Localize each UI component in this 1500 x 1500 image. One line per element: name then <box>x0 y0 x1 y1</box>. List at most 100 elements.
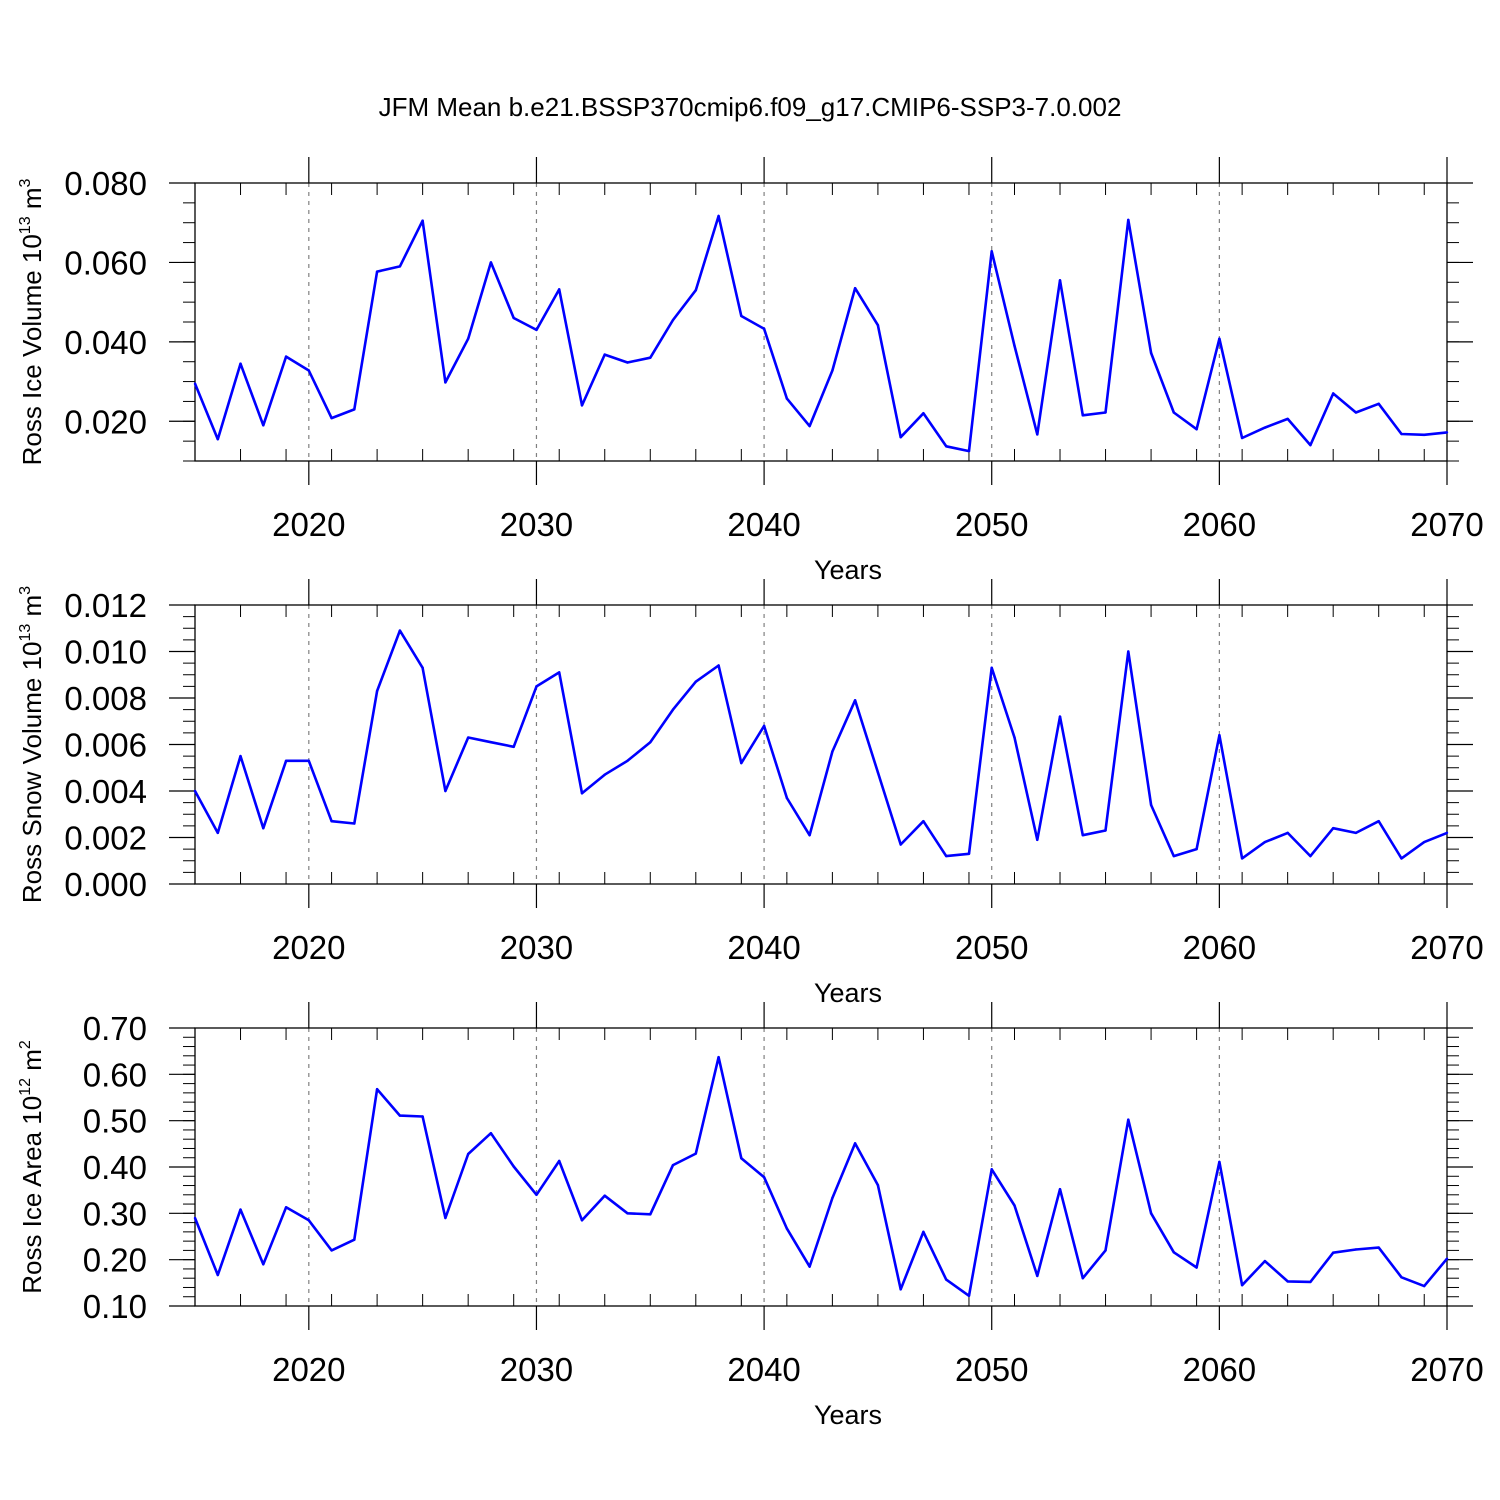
data-point <box>489 740 493 744</box>
data-point <box>1058 279 1062 282</box>
data-point <box>262 1263 265 1266</box>
data-point <box>353 822 356 825</box>
data-point <box>1331 392 1335 395</box>
data-point <box>1149 1212 1153 1215</box>
data-point <box>808 833 811 837</box>
data-point <box>330 820 333 823</box>
x-tick-label: 2030 <box>500 506 573 543</box>
data-point <box>831 1196 834 1200</box>
y-tick-label: 0.012 <box>64 587 147 624</box>
panel-ice-volume: 2020 2030 2040 2050 2060 2070 Years 0.020 0.040 0… <box>17 157 1484 585</box>
data-point <box>740 1156 743 1160</box>
data-point <box>489 1131 493 1135</box>
y-tick-label: 0.70 <box>83 1010 147 1047</box>
data-point <box>1286 831 1289 835</box>
data-point <box>1400 857 1403 860</box>
data-point <box>694 680 697 683</box>
data-point <box>990 666 993 669</box>
data-point <box>1172 411 1176 414</box>
data-point <box>307 369 311 372</box>
data-point <box>603 773 606 776</box>
data-point <box>1149 803 1153 807</box>
data-point <box>1218 734 1221 737</box>
y-tick-label: 0.060 <box>64 244 147 281</box>
x-tick-label: 2060 <box>1183 929 1256 966</box>
data-point <box>444 1216 447 1220</box>
y-tick-label: 0.20 <box>83 1242 147 1279</box>
x-tick-label: 2060 <box>1183 1351 1256 1388</box>
data-point <box>1058 1188 1062 1191</box>
data-point <box>1081 1277 1084 1280</box>
data-point <box>671 708 675 711</box>
data-point <box>580 404 584 407</box>
data-point <box>990 1168 993 1171</box>
y-axis-label: Ross Snow Volume 1013 m3 <box>17 586 47 903</box>
plot-frame <box>194 182 1448 462</box>
x-tick-label: 2050 <box>955 929 1028 966</box>
data-point <box>1263 1259 1267 1263</box>
data-point <box>284 1206 288 1209</box>
data-point <box>1263 840 1267 844</box>
data-point <box>330 416 333 420</box>
plot-frame <box>194 604 1448 885</box>
data-point <box>853 1142 857 1145</box>
data-point <box>717 214 720 218</box>
data-point <box>717 1055 720 1059</box>
x-axis-label: Years <box>814 555 882 585</box>
y-tick-label: 0.004 <box>64 773 147 810</box>
data-point <box>899 843 902 846</box>
data-point <box>580 1219 584 1222</box>
data-point <box>626 759 629 762</box>
y-axis-label: Ross Ice Volume 1013 m3 <box>17 178 47 465</box>
y-tick-label: 0.50 <box>83 1103 147 1140</box>
x-axis-label: Years <box>814 978 882 1008</box>
data-point <box>1309 443 1312 447</box>
y-tick-label: 0.006 <box>64 727 147 764</box>
data-point <box>1309 1280 1312 1284</box>
x-tick-label: 2040 <box>727 929 800 966</box>
data-point <box>694 289 697 292</box>
data-point <box>512 1165 515 1168</box>
data-point <box>466 1152 470 1156</box>
data-point <box>899 435 902 439</box>
x-axis-label: Years <box>814 1400 882 1430</box>
plot-frame <box>194 1027 1448 1307</box>
data-point <box>671 318 675 322</box>
y-tick-label: 0.008 <box>64 680 147 717</box>
data-point <box>1423 840 1426 844</box>
data-point <box>740 314 743 318</box>
data-point <box>1263 426 1267 429</box>
data-point <box>398 629 402 632</box>
data-point <box>512 316 515 320</box>
data-point <box>489 261 493 264</box>
data-point <box>1331 1251 1335 1254</box>
y-tick-label: 0.040 <box>64 324 147 361</box>
data-point <box>239 1208 242 1211</box>
data-point <box>1445 1257 1449 1260</box>
y-tick-label: 0.080 <box>64 165 147 202</box>
data-point <box>1423 1284 1426 1288</box>
x-tick-label: 2060 <box>1183 506 1256 543</box>
panel-snow-volume: 2020 2030 2040 2050 2060 2070 Years 0.000 0.002 0… <box>17 579 1484 1008</box>
data-point <box>853 287 857 290</box>
data-point <box>740 761 743 765</box>
data-point <box>1354 411 1358 414</box>
panel-ice-area: 2020 2030 2040 2050 2060 2070 Years 0.10 0.20 0.3… <box>17 1002 1484 1430</box>
data-point <box>1240 1283 1244 1287</box>
data-point <box>262 424 265 427</box>
data-point <box>1445 431 1449 434</box>
data-point <box>717 664 720 667</box>
data-point <box>1058 715 1062 718</box>
y-tick-label: 0.30 <box>83 1195 147 1232</box>
x-tick-label: 2040 <box>727 506 800 543</box>
data-point <box>421 219 424 222</box>
data-point <box>1195 847 1198 851</box>
data-point <box>466 736 470 739</box>
data-point <box>649 740 652 744</box>
x-tick-label: 2050 <box>955 506 1028 543</box>
data-point <box>353 408 356 411</box>
data-point <box>603 1194 606 1197</box>
data-point <box>512 745 515 749</box>
y-tick-label: 0.40 <box>83 1149 147 1186</box>
data-point <box>808 1265 811 1268</box>
